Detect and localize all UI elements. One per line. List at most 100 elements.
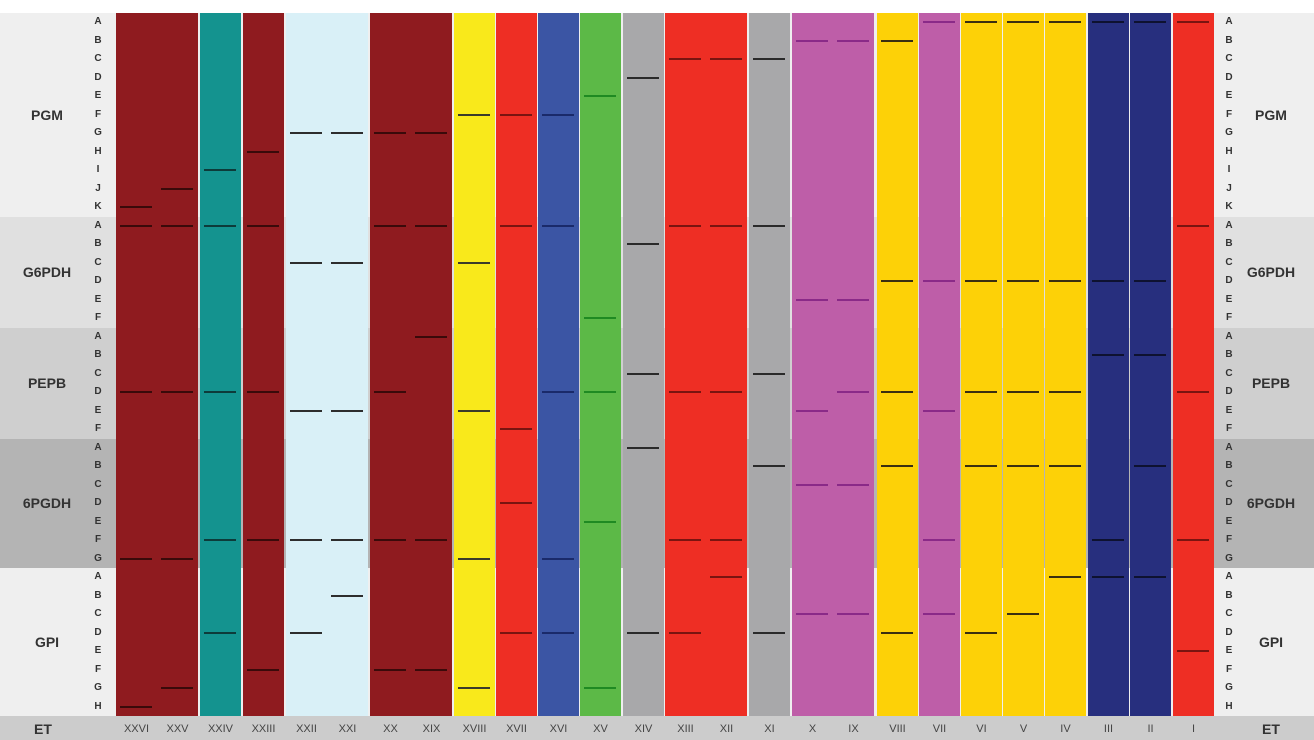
- lane-iii: [1088, 13, 1129, 716]
- allele-band: [161, 687, 193, 690]
- allele-band: [881, 391, 913, 394]
- allele-band: [753, 372, 785, 375]
- et-number: III: [1103, 723, 1114, 735]
- et-label-right: ET: [1262, 721, 1280, 737]
- allele-band: [542, 391, 574, 394]
- allele-band: [247, 224, 279, 227]
- et-number: XXI: [338, 723, 357, 735]
- allele-band: [1092, 354, 1124, 357]
- allele-letter-left: D: [94, 71, 102, 83]
- allele-band: [290, 631, 322, 634]
- allele-band: [965, 280, 997, 283]
- allele-letter-right: E: [1225, 515, 1233, 527]
- allele-letter-right: G: [1225, 127, 1233, 138]
- allele-band: [542, 224, 574, 227]
- allele-letter-left: B: [94, 238, 102, 249]
- lane-xx: [370, 13, 411, 716]
- allele-band: [1049, 21, 1081, 24]
- allele-letter-left: D: [94, 386, 102, 397]
- allele-band: [415, 132, 447, 135]
- lane-xvi: [538, 13, 579, 716]
- allele-letter-right: C: [1225, 478, 1233, 490]
- allele-band: [837, 391, 869, 394]
- allele-letter-left: C: [94, 53, 102, 64]
- allele-band: [204, 391, 236, 394]
- allele-band: [1007, 391, 1039, 394]
- lane-viii: [877, 13, 918, 716]
- lane-xix: [411, 13, 452, 716]
- allele-band: [584, 317, 616, 320]
- allele-band: [881, 280, 913, 283]
- allele-band: [120, 705, 152, 708]
- allele-letter-right: I: [1227, 164, 1231, 175]
- allele-letter-right: G: [1225, 552, 1233, 564]
- allele-band: [1092, 21, 1124, 24]
- allele-band: [881, 39, 913, 42]
- allele-band: [1134, 21, 1166, 24]
- allele-band: [290, 132, 322, 135]
- lane-xviii: [454, 13, 495, 716]
- allele-band: [374, 668, 406, 671]
- allele-band: [753, 631, 785, 634]
- allele-letter-left: F: [94, 534, 102, 545]
- allele-band: [881, 631, 913, 634]
- et-number: IV: [1060, 723, 1071, 735]
- allele-letter-right: D: [1225, 71, 1233, 83]
- allele-band: [542, 113, 574, 116]
- allele-band: [837, 39, 869, 42]
- allele-letter-right: D: [1225, 626, 1233, 638]
- locus-label-left: GPI: [34, 634, 60, 650]
- allele-band: [247, 391, 279, 394]
- allele-band: [1177, 539, 1209, 542]
- allele-letter-right: D: [1225, 386, 1233, 397]
- allele-band: [1134, 465, 1166, 468]
- locus-label-right: PEPB: [1251, 375, 1291, 391]
- allele-letter-right: C: [1225, 608, 1233, 619]
- allele-band: [753, 465, 785, 468]
- et-number: XVI: [549, 723, 568, 735]
- allele-band: [1007, 280, 1039, 283]
- allele-letter-right: D: [1225, 497, 1233, 508]
- allele-letter-right: C: [1225, 53, 1233, 64]
- allele-band: [796, 409, 828, 412]
- allele-band: [669, 539, 701, 542]
- lane-xxii: [286, 13, 327, 716]
- allele-band: [796, 39, 828, 42]
- allele-letter-left: D: [94, 497, 102, 508]
- allele-band: [1007, 613, 1039, 616]
- allele-band: [923, 539, 955, 542]
- locus-label-right: GPI: [1258, 634, 1284, 650]
- allele-band: [965, 391, 997, 394]
- et-number: XIII: [677, 723, 694, 735]
- locus-label-right: PGM: [1255, 106, 1287, 123]
- et-number: I: [1191, 723, 1196, 735]
- allele-letter-right: B: [1225, 238, 1233, 249]
- et-number: XXII: [296, 723, 317, 735]
- allele-band: [1092, 280, 1124, 283]
- et-number: V: [1019, 723, 1028, 735]
- et-number: VII: [932, 723, 947, 735]
- allele-band: [247, 150, 279, 153]
- allele-band: [161, 187, 193, 190]
- allele-band: [965, 21, 997, 24]
- allele-band: [290, 409, 322, 412]
- allele-band: [1177, 650, 1209, 653]
- allele-band: [458, 261, 490, 264]
- allele-letter-right: E: [1225, 90, 1233, 101]
- allele-band: [204, 169, 236, 172]
- allele-band: [161, 391, 193, 394]
- allele-letter-left: H: [94, 700, 102, 712]
- locus-label-left: PEPB: [27, 375, 67, 391]
- allele-band: [415, 335, 447, 338]
- allele-band: [1049, 391, 1081, 394]
- allele-letter-left: A: [94, 441, 102, 453]
- allele-band: [669, 391, 701, 394]
- allele-letter-right: A: [1225, 219, 1233, 231]
- lane-ix: [833, 13, 874, 716]
- allele-band: [415, 224, 447, 227]
- allele-letter-right: C: [1225, 256, 1233, 268]
- allele-band: [837, 613, 869, 616]
- et-number: VI: [976, 723, 987, 735]
- allele-band: [710, 58, 742, 61]
